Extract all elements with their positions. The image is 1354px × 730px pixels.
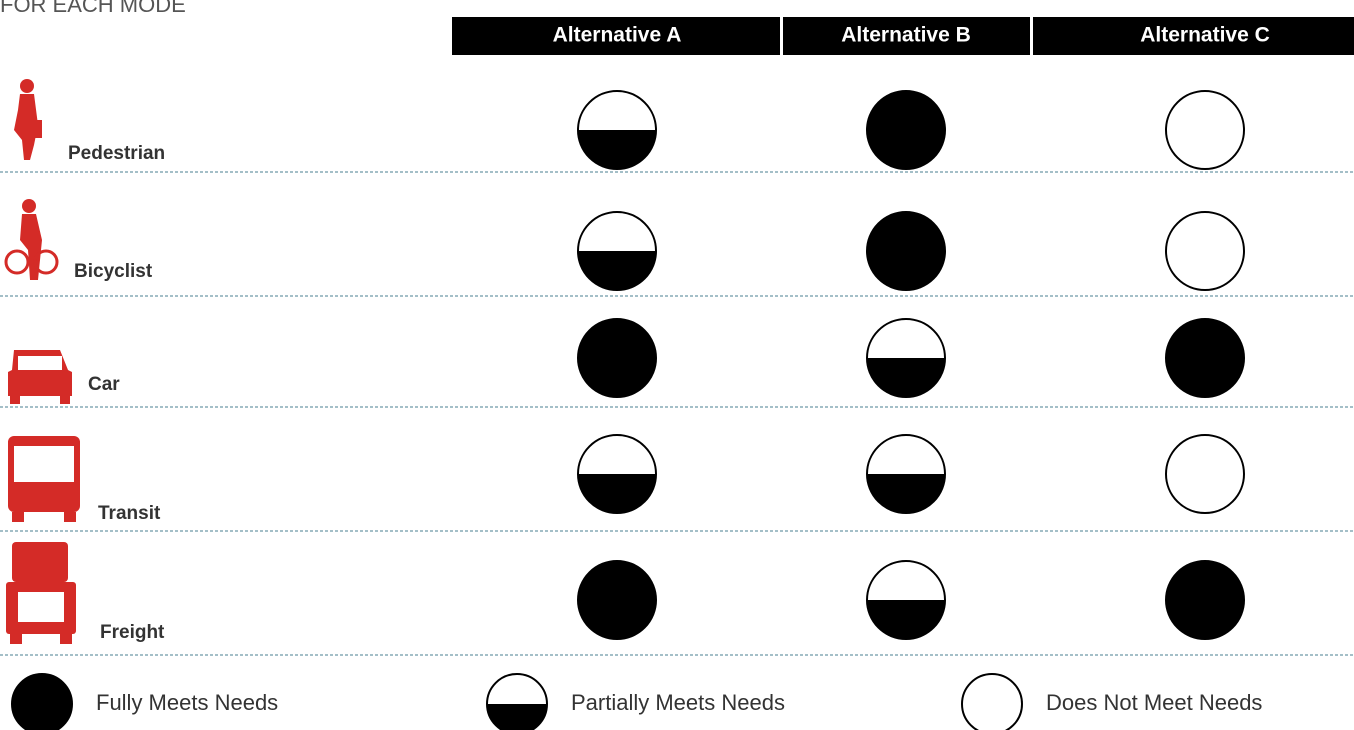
title: FOR EACH MODE [0, 0, 186, 17]
mode-label: Bicyclist [74, 261, 153, 282]
mode-label: Freight [100, 622, 165, 643]
rating-fill [1166, 561, 1244, 639]
bicyclist-icon [4, 199, 59, 280]
rating-fill [1166, 319, 1244, 397]
rating-fill [578, 474, 656, 513]
header-divider [1030, 17, 1033, 55]
rating-outline [1165, 90, 1245, 170]
rating-fill [867, 358, 945, 397]
legend-label: Fully Meets Needs [96, 690, 278, 715]
transit-icon [8, 436, 80, 522]
rating-outline [1165, 211, 1245, 291]
mode-label: Car [88, 374, 120, 395]
legend-label: Partially Meets Needs [571, 690, 785, 715]
mode-label: Pedestrian [68, 143, 165, 164]
pedestrian-icon [14, 79, 42, 160]
rating-fill [867, 212, 945, 290]
column-header: Alternative B [841, 24, 971, 47]
rating-outline [1165, 434, 1245, 514]
legend-label: Does Not Meet Needs [1046, 690, 1262, 715]
rating-fill [578, 319, 656, 397]
rating-fill [578, 251, 656, 290]
rating-fill [867, 474, 945, 513]
column-header: Alternative A [553, 24, 682, 47]
rating-fill [578, 561, 656, 639]
rating-fill [578, 130, 656, 169]
column-header: Alternative C [1140, 24, 1270, 47]
rating-fill [867, 91, 945, 169]
header-divider [780, 17, 783, 55]
rating-outline [961, 673, 1023, 730]
mode-label: Transit [98, 503, 161, 524]
freight-icon [6, 542, 76, 644]
rating-fill [867, 600, 945, 639]
rating-fill [487, 704, 547, 730]
rating-fill [12, 674, 72, 730]
header-bar [452, 17, 1354, 55]
car-icon [8, 350, 72, 404]
